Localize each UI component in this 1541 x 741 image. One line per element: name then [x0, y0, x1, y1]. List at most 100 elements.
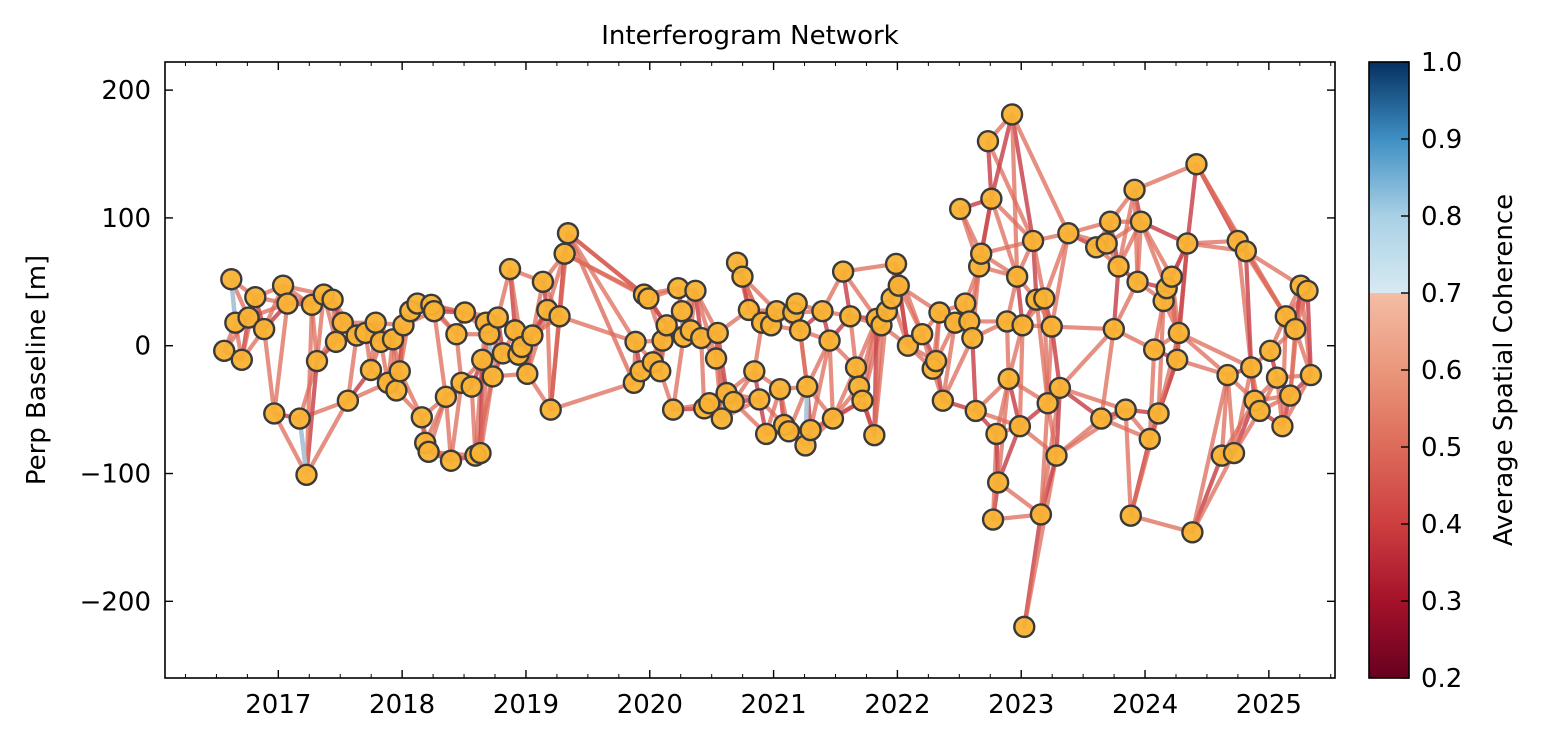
acquisition-point [997, 367, 1020, 391]
acquisition-point [336, 389, 360, 412]
acquisition-point [754, 422, 778, 446]
acquisition-point [1126, 270, 1149, 294]
acquisition-point [469, 441, 492, 465]
acquisition-point [1296, 279, 1319, 302]
colorbar-tick-label: 1.0 [1421, 48, 1462, 78]
acquisition-point [706, 321, 729, 345]
y-tick-label: −200 [80, 587, 151, 617]
acquisition-point [1090, 407, 1113, 430]
x-tick-label: 2022 [864, 690, 930, 720]
acquisition-point [684, 279, 707, 302]
acquisition-point [1165, 348, 1189, 371]
acquisition-point [624, 330, 647, 354]
acquisition-point [863, 423, 886, 447]
chart-title: Interferogram Network [601, 21, 898, 51]
acquisition-point [743, 360, 766, 383]
acquisition-point [910, 323, 934, 346]
colorbar-tick-label: 0.8 [1421, 202, 1462, 232]
acquisition-point [1265, 366, 1289, 389]
y-tick-label: 200 [101, 76, 151, 106]
acquisition-point [655, 314, 678, 337]
interferogram-pair [304, 302, 315, 477]
x-tick-label: 2019 [493, 690, 559, 720]
acquisition-point [1036, 392, 1059, 415]
acquisition-point [1259, 339, 1282, 363]
acquisition-point [1240, 356, 1263, 379]
interferogram-pair [1017, 323, 1025, 429]
acquisition-point [1160, 265, 1183, 288]
interferogram-pair [565, 231, 638, 344]
x-tick-label: 2023 [988, 690, 1054, 720]
acquisition-point [1045, 444, 1068, 467]
interferogram-pair [989, 196, 1020, 279]
acquisition-point [731, 265, 754, 288]
acquisition-point [388, 360, 411, 383]
acquisition-point [1142, 338, 1166, 361]
interferogram-pair [1009, 112, 1020, 279]
acquisition-point [1216, 363, 1239, 387]
acquisition-point [470, 348, 494, 371]
colorbar-tick-label: 0.6 [1421, 356, 1462, 386]
interferogram-pair [1045, 324, 1054, 406]
interferogram-pair [1176, 241, 1190, 336]
interferogram-pair [1190, 373, 1230, 535]
acquisition-point [1011, 314, 1034, 337]
interferogram-pair [272, 301, 290, 416]
acquisition-point [1181, 521, 1204, 544]
interferogram-pair [1099, 327, 1116, 421]
acquisition-point [844, 356, 868, 379]
acquisition-point [768, 377, 792, 401]
acquisition-point [321, 288, 344, 311]
interferogram-pair [671, 334, 686, 412]
acquisition-point [1299, 363, 1323, 387]
acquisition-point [1013, 615, 1036, 639]
acquisition-point [884, 252, 908, 276]
acquisition-point [981, 508, 1005, 531]
acquisition-point [460, 375, 483, 398]
acquisition-point [1021, 229, 1045, 253]
y-tick-label: −100 [80, 460, 151, 490]
x-tick-label: 2021 [741, 690, 807, 720]
acquisition-point [1040, 315, 1063, 338]
acquisition-point [710, 407, 734, 430]
acquisition-points [213, 103, 1323, 639]
interferogram-pair [1116, 187, 1137, 269]
x-tick-label: 2020 [617, 690, 683, 720]
acquisition-point [1279, 384, 1302, 407]
acquisition-point [1033, 287, 1056, 310]
acquisition-point [948, 197, 972, 221]
interferogram-pair [1176, 330, 1254, 370]
interferogram-pair [715, 330, 724, 421]
acquisition-point [324, 330, 348, 354]
plot-area: 2017 2018 2019 2020 2021 2022 2023 2024 2025 200… [80, 61, 1336, 720]
acquisition-point [516, 362, 539, 386]
acquisition-point [1176, 232, 1199, 255]
acquisition-point [1248, 399, 1271, 423]
interferogram-pair [970, 335, 978, 413]
acquisition-point [244, 285, 267, 309]
acquisition-point [1098, 210, 1122, 233]
interferogram-pair [985, 139, 1036, 244]
acquisition-point [453, 301, 477, 324]
acquisition-point [777, 420, 801, 443]
acquisition-point [417, 440, 440, 463]
acquisition-point [445, 323, 468, 346]
acquisition-point [976, 130, 1000, 153]
interferogram-pair [1190, 450, 1237, 535]
acquisition-point [931, 389, 955, 412]
acquisition-point [295, 463, 318, 486]
acquisition-point [1119, 504, 1142, 527]
acquisition-point [785, 292, 808, 315]
acquisition-point [795, 375, 819, 398]
acquisition-point [252, 317, 276, 341]
acquisition-point [985, 422, 1008, 446]
acquisition-point [1114, 398, 1137, 421]
acquisition-point [1222, 441, 1246, 465]
acquisition-point [1095, 232, 1118, 255]
acquisition-point [980, 187, 1003, 210]
acquisition-point [230, 348, 253, 371]
acquisition-point [1107, 255, 1130, 278]
interferogram-pair [448, 380, 464, 463]
acquisition-point [637, 287, 660, 310]
interferogram-pair [989, 112, 1015, 201]
